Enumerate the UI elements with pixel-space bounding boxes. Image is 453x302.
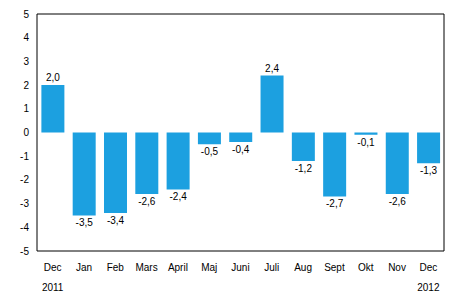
svg-text:April: April [168,262,188,273]
svg-text:-0,4: -0,4 [232,144,250,155]
svg-text:-3,4: -3,4 [107,215,125,226]
svg-text:Mars: Mars [135,262,157,273]
svg-text:Dec: Dec [44,262,62,273]
svg-text:-1,2: -1,2 [295,163,313,174]
svg-text:Maj: Maj [201,262,217,273]
svg-text:-3,5: -3,5 [76,217,94,228]
svg-text:-0,5: -0,5 [201,146,219,157]
svg-text:2011: 2011 [42,282,64,293]
svg-text:-0,1: -0,1 [357,137,375,148]
svg-text:Aug: Aug [294,262,312,273]
svg-text:Juli: Juli [264,262,279,273]
svg-text:Sept: Sept [324,262,345,273]
svg-text:-3: -3 [20,198,29,209]
svg-text:2: 2 [23,80,29,91]
svg-text:-2,6: -2,6 [138,196,156,207]
svg-text:1: 1 [23,103,29,114]
svg-text:2,0: 2,0 [46,72,60,83]
svg-text:-2: -2 [20,174,29,185]
svg-text:-1,3: -1,3 [420,165,438,176]
svg-text:2012: 2012 [417,282,440,293]
svg-text:Juni: Juni [231,262,249,273]
svg-text:Okt: Okt [358,262,374,273]
svg-text:-2,7: -2,7 [326,198,344,209]
svg-text:-2,4: -2,4 [169,191,187,202]
svg-text:-5: -5 [20,246,29,257]
svg-text:Feb: Feb [107,262,125,273]
svg-text:5: 5 [23,9,29,20]
svg-text:0: 0 [23,127,29,138]
svg-text:-2,6: -2,6 [389,196,407,207]
svg-text:-4: -4 [20,222,29,233]
svg-text:Jan: Jan [76,262,92,273]
svg-text:-1: -1 [20,151,29,162]
svg-text:2,4: 2,4 [265,63,279,74]
svg-text:4: 4 [23,32,29,43]
svg-text:3: 3 [23,56,29,67]
svg-text:Dec: Dec [419,262,437,273]
svg-text:Nov: Nov [388,262,406,273]
